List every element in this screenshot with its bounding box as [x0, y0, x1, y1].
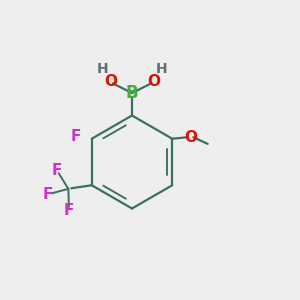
Text: F: F [71, 129, 81, 144]
Text: O: O [104, 74, 117, 89]
Text: O: O [147, 74, 160, 89]
Text: B: B [126, 84, 138, 102]
Text: H: H [97, 62, 109, 76]
Text: F: F [52, 163, 62, 178]
Text: H: H [155, 62, 167, 76]
Text: F: F [43, 187, 53, 202]
Text: F: F [64, 203, 74, 218]
Text: O: O [184, 130, 197, 145]
